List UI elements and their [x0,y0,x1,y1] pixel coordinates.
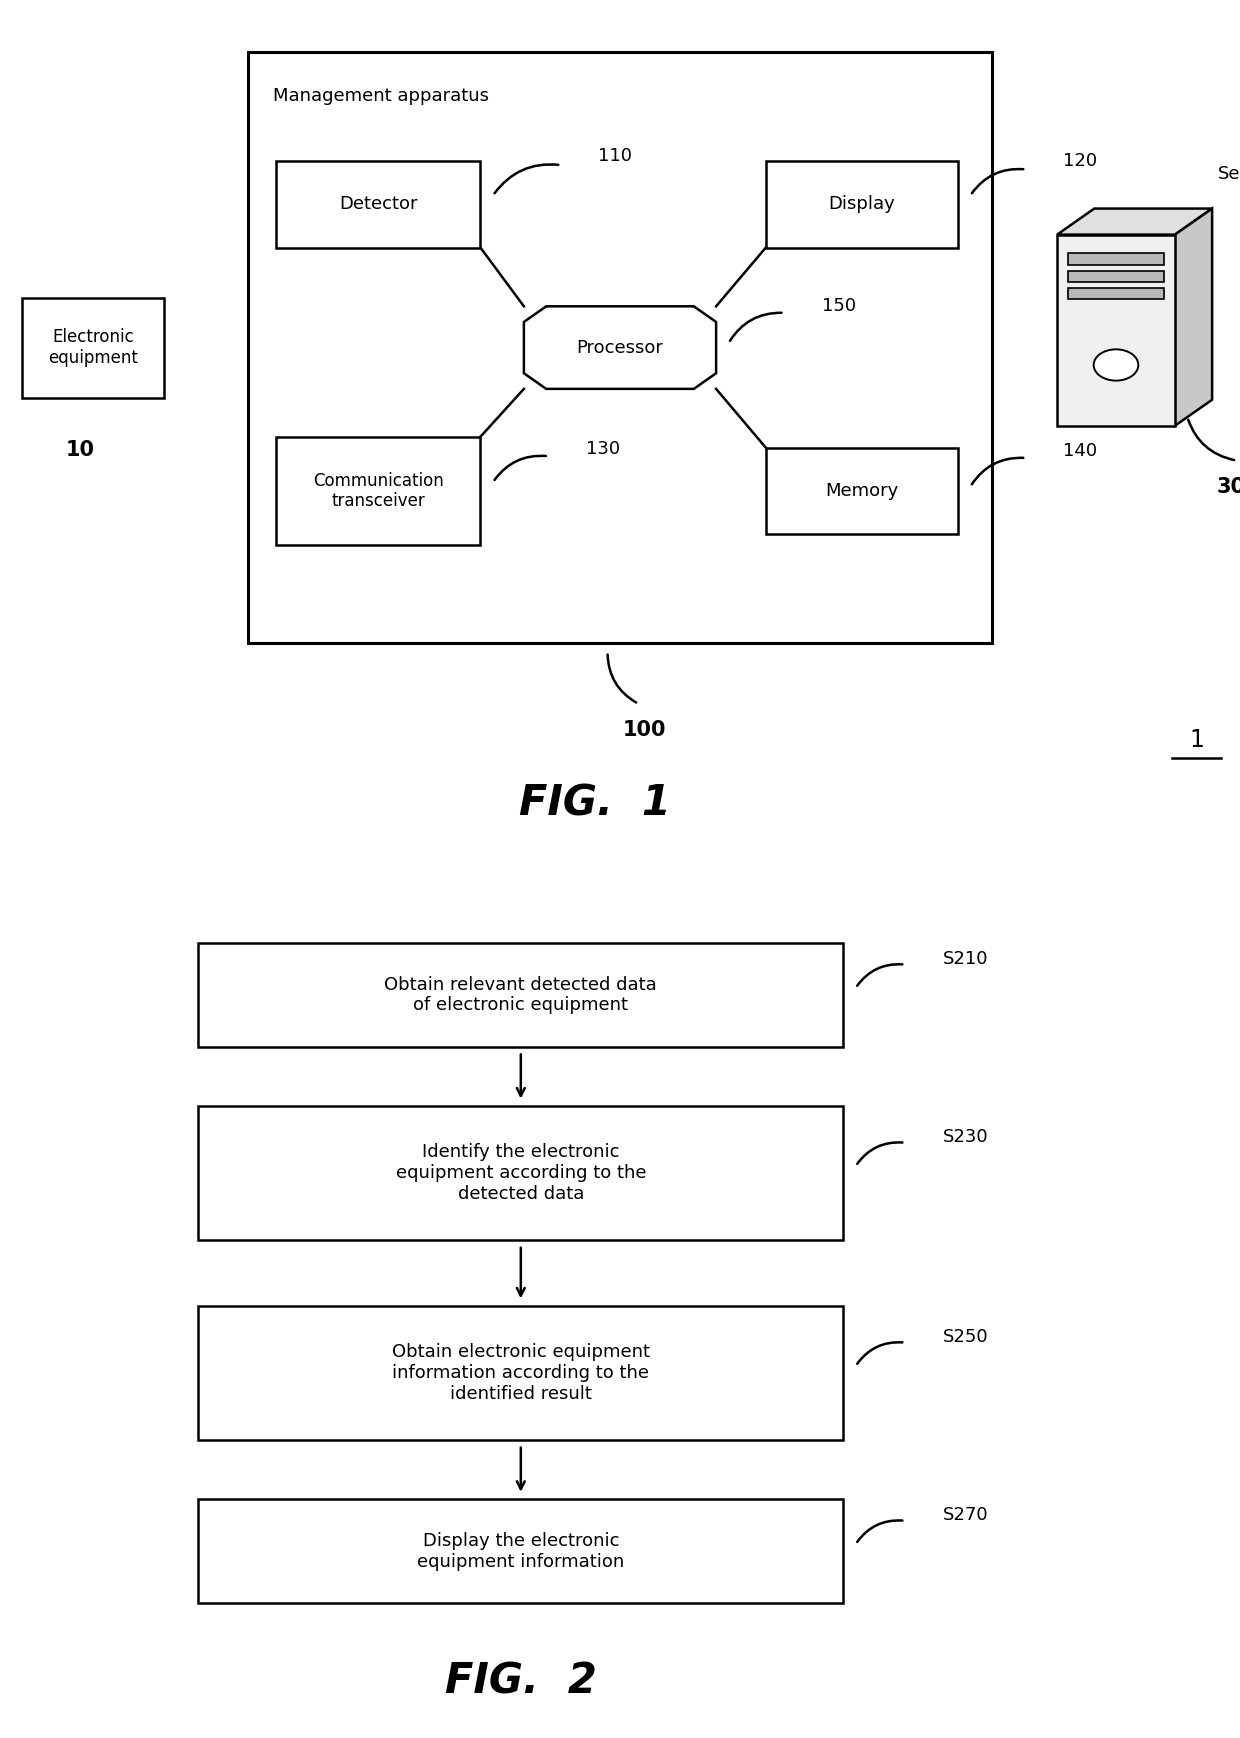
Text: Memory: Memory [825,481,899,501]
FancyBboxPatch shape [1068,289,1164,299]
Text: Display: Display [828,195,895,214]
FancyBboxPatch shape [198,1305,843,1441]
Text: Management apparatus: Management apparatus [273,87,489,104]
Text: Identify the electronic
equipment according to the
detected data: Identify the electronic equipment accord… [396,1144,646,1203]
Text: 1: 1 [1189,728,1204,751]
Polygon shape [523,306,717,389]
Text: 150: 150 [821,297,856,315]
Text: 100: 100 [622,720,667,740]
FancyBboxPatch shape [1058,235,1176,426]
FancyBboxPatch shape [198,1105,843,1241]
FancyBboxPatch shape [275,436,480,546]
Text: FIG.  2: FIG. 2 [445,1660,596,1703]
FancyBboxPatch shape [765,162,957,247]
Text: S270: S270 [942,1505,988,1524]
Text: S230: S230 [942,1128,988,1145]
Text: Processor: Processor [577,339,663,356]
Text: 140: 140 [1063,441,1097,461]
FancyBboxPatch shape [198,1498,843,1602]
Text: Display the electronic
equipment information: Display the electronic equipment informa… [417,1531,625,1571]
Text: Obtain electronic equipment
information according to the
identified result: Obtain electronic equipment information … [392,1343,650,1403]
Text: S250: S250 [942,1328,988,1345]
Text: Obtain relevant detected data
of electronic equipment: Obtain relevant detected data of electro… [384,975,657,1015]
Text: 10: 10 [66,440,95,461]
Text: 30: 30 [1216,476,1240,497]
Text: FIG.  1: FIG. 1 [520,782,671,826]
Text: 110: 110 [599,148,632,165]
Text: S210: S210 [942,949,988,968]
Text: 120: 120 [1063,151,1097,170]
Circle shape [1094,349,1138,381]
Text: 130: 130 [587,440,620,459]
Text: Server: Server [1218,165,1240,182]
FancyBboxPatch shape [248,52,992,643]
FancyBboxPatch shape [21,297,164,398]
FancyBboxPatch shape [765,448,957,535]
FancyBboxPatch shape [198,942,843,1046]
FancyBboxPatch shape [1068,254,1164,264]
Polygon shape [1058,209,1213,235]
Text: Detector: Detector [339,195,418,214]
FancyBboxPatch shape [275,162,480,247]
Text: Electronic
equipment: Electronic equipment [48,328,138,367]
FancyBboxPatch shape [1068,271,1164,282]
Text: Communication
transceiver: Communication transceiver [312,471,444,511]
Polygon shape [1176,209,1213,426]
